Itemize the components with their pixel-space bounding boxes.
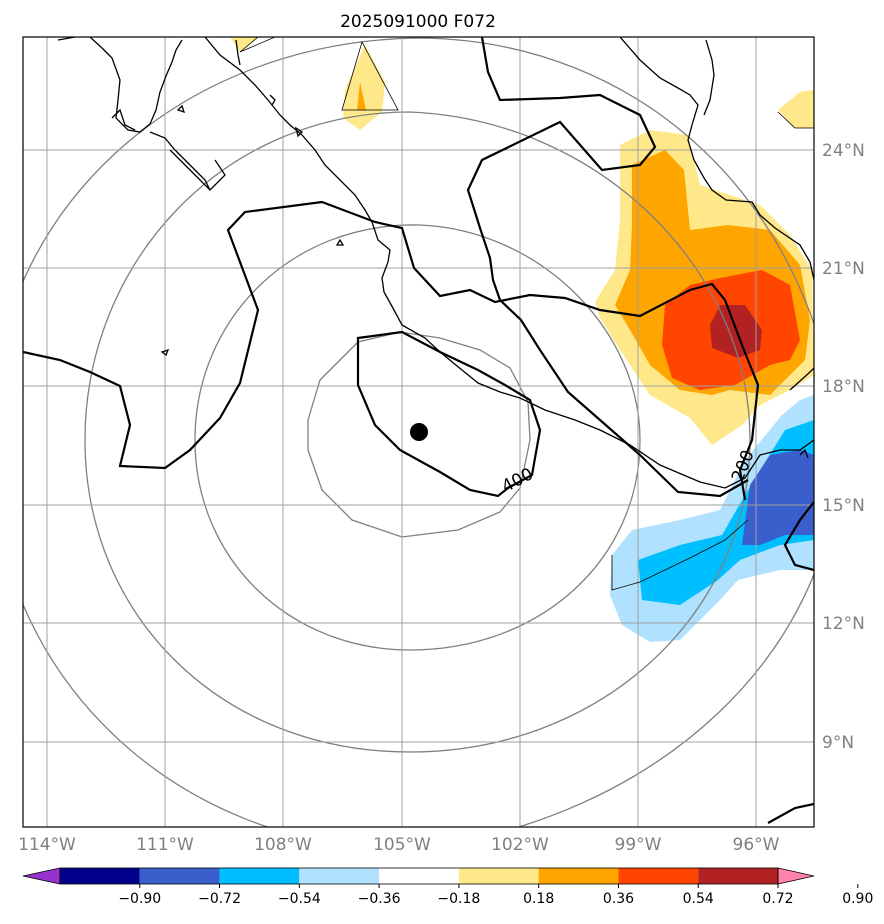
colorbar-tick-label: −0.18 [437, 891, 480, 907]
lon-label: 102°W [491, 835, 549, 855]
colorbar-tick-label: 0.18 [523, 891, 554, 907]
colorbar-tick-label: −0.36 [358, 891, 401, 907]
colorbar-tick-label: −0.54 [278, 891, 321, 907]
lon-label: 96°W [733, 835, 780, 855]
colorbar-segment [698, 868, 778, 884]
lat-label: 24°N [822, 141, 865, 161]
positive-anomaly-shading [230, 37, 814, 445]
colorbar-frame [59, 867, 779, 885]
colorbar-segment [219, 868, 300, 884]
map-frame [22, 36, 815, 828]
figure-title: 2025091000 F072 [340, 12, 496, 32]
lon-label: 105°W [373, 835, 431, 855]
colorbar-segment [379, 868, 459, 884]
negative-anomaly-shading [610, 395, 814, 642]
lon-label: 108°W [254, 835, 312, 855]
coastlines [57, 37, 814, 489]
lat-label: 15°N [822, 496, 865, 516]
colorbar-segment [458, 868, 539, 884]
colorbar-extend-min [22, 867, 61, 885]
shading-outlines [239, 37, 814, 591]
colorbar-tick-label: 0.90 [842, 891, 873, 907]
colorbar-tick-label: −0.90 [118, 891, 161, 907]
map-content: 400 200 [23, 37, 814, 827]
longitude-labels: 114°W 111°W 108°W 105°W 102°W 99°W 96°W [18, 835, 780, 855]
storm-center-marker [410, 423, 428, 441]
colorbar-tick-label: 0.72 [762, 891, 793, 907]
colorbar-tick-label: 0.54 [683, 891, 714, 907]
height-contours [23, 37, 814, 824]
lat-label: 18°N [822, 377, 865, 397]
lon-label: 111°W [136, 835, 194, 855]
lat-label: 9°N [822, 733, 854, 753]
colorbar-segment [299, 868, 380, 884]
lat-label: 12°N [822, 614, 865, 634]
graticule [23, 37, 814, 827]
colorbar-segment [60, 868, 140, 884]
colorbar-segment [618, 868, 699, 884]
colorbar-tick-label: 0.36 [603, 891, 634, 907]
lat-label: 21°N [822, 259, 865, 279]
latitude-labels: 24°N 21°N 18°N 15°N 12°N 9°N [822, 141, 865, 753]
colorbar: −0.90 −0.72 −0.54 −0.36 −0.18 0.18 0.36 0.54 0.7… [22, 867, 873, 907]
lon-label: 99°W [615, 835, 662, 855]
lon-label: 114°W [18, 835, 76, 855]
colorbar-tick-label: −0.72 [198, 891, 241, 907]
colorbar-extend-max [777, 867, 815, 885]
range-rings [23, 37, 814, 827]
colorbar-segment [139, 868, 220, 884]
colorbar-segment [538, 868, 619, 884]
